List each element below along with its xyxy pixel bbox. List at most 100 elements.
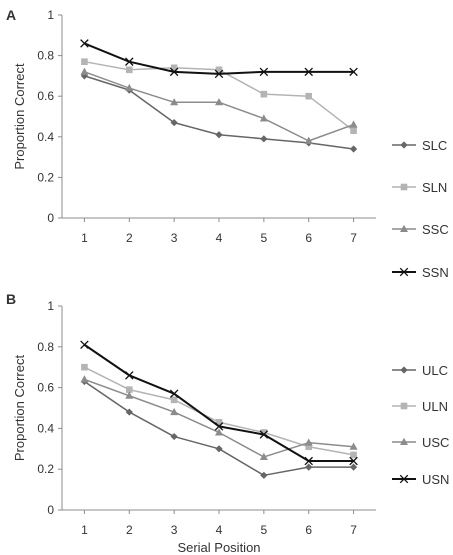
y-tick-label: 0.4 [37,421,54,435]
data-point [304,67,313,77]
legend-label: ULN [422,399,448,414]
y-tick-label: 0.8 [37,49,54,63]
data-point [259,114,268,122]
data-point [350,127,357,135]
legend-label: ULC [422,363,448,378]
y-tick-label: 0.8 [37,340,54,354]
data-point [215,66,223,74]
y-tick-label: 0.6 [37,381,54,395]
legend-marker [399,267,409,277]
x-tick-label: 2 [126,231,133,245]
data-point [304,136,313,144]
series-ulc [80,377,358,479]
data-point [170,432,178,441]
x-tick-label: 7 [350,523,357,537]
data-point [259,67,269,77]
data-point [349,145,358,153]
series-usc [80,375,358,460]
data-point [170,64,178,72]
x-axis-label: Serial Position [177,540,260,555]
legend-item-usc: USC [392,435,449,450]
data-point [170,118,178,127]
legend: ULC ULN USC USN [392,363,449,487]
legend-marker [400,141,408,149]
x-tick-label: 1 [81,231,88,245]
series-ssn [80,39,358,79]
legend-label: SLN [422,180,447,195]
legend: SLC SLN SSC SSN [392,138,449,280]
legend-item-sln: SLN [392,180,447,195]
data-point [125,57,134,66]
data-point [349,120,358,128]
data-point [349,456,358,466]
data-point [260,135,268,143]
legend-label: USC [422,435,449,450]
panel-label: A [6,7,16,23]
x-tick-label: 7 [350,231,357,245]
x-tick-label: 2 [126,523,133,537]
data-point [305,463,313,471]
data-point [170,98,179,106]
y-tick-label: 1 [47,299,54,313]
series-line [84,366,354,456]
x-tick-label: 4 [216,523,223,537]
legend-marker [399,474,409,484]
legend-marker [400,402,408,410]
y-axis-label: Proportion Correct [12,63,27,170]
y-tick-label: 0.6 [37,89,54,103]
data-point [259,452,268,460]
data-point [350,451,357,459]
legend-item-usn: USN [392,472,449,487]
data-point [81,363,88,371]
data-point [215,418,223,426]
data-point [170,407,179,416]
data-point [215,98,223,106]
data-point [125,83,134,92]
data-point [215,428,223,436]
legend-label: SLC [422,138,447,153]
legend-label: SSN [422,265,449,280]
data-point [169,67,179,77]
data-point [304,456,313,466]
data-point [80,375,89,383]
y-axis-label: Proportion Correct [12,355,27,462]
x-tick-label: 3 [171,231,178,245]
data-point [80,67,89,75]
chart-panel-a: A 0 0.2 0.4 0.6 0.8 1 1 2 3 4 5 6 7 Proportion Correct… [6,7,449,280]
data-point [215,131,223,139]
data-point [81,58,88,65]
chart-panel-b: B 0 0.2 0.4 0.6 0.8 1 1 2 3 4 5 6 7 Proportion Correct… [6,291,449,555]
data-point [304,438,313,446]
x-tick-label: 6 [305,523,312,537]
legend-item-slc: SLC [392,138,447,153]
series-ssc [80,67,358,144]
legend-marker [400,183,408,191]
data-point [169,389,179,398]
legend-label: SSC [422,222,449,237]
x-tick-label: 5 [261,523,268,537]
series-line [84,71,354,142]
data-point [215,445,223,453]
data-point [259,430,269,439]
y-tick-label: 0 [47,211,54,225]
y-tick-label: 0.2 [37,462,54,476]
data-point [80,39,89,48]
data-point [125,371,134,380]
data-point [349,463,358,471]
legend-marker [400,437,408,445]
y-tick-label: 0 [47,503,54,517]
y-tick-label: 0.2 [37,170,54,184]
data-point [125,408,133,416]
legend-marker [400,224,408,232]
x-tick-label: 1 [81,523,88,537]
data-point [349,442,358,450]
x-tick-label: 6 [305,231,312,245]
series-uln [81,363,357,459]
data-point [80,340,89,350]
x-tick-label: 5 [261,231,268,245]
data-point [260,429,268,436]
data-point [125,66,133,74]
panel-label: B [6,291,16,307]
legend-item-uln: ULN [392,399,448,414]
data-point [170,396,178,404]
